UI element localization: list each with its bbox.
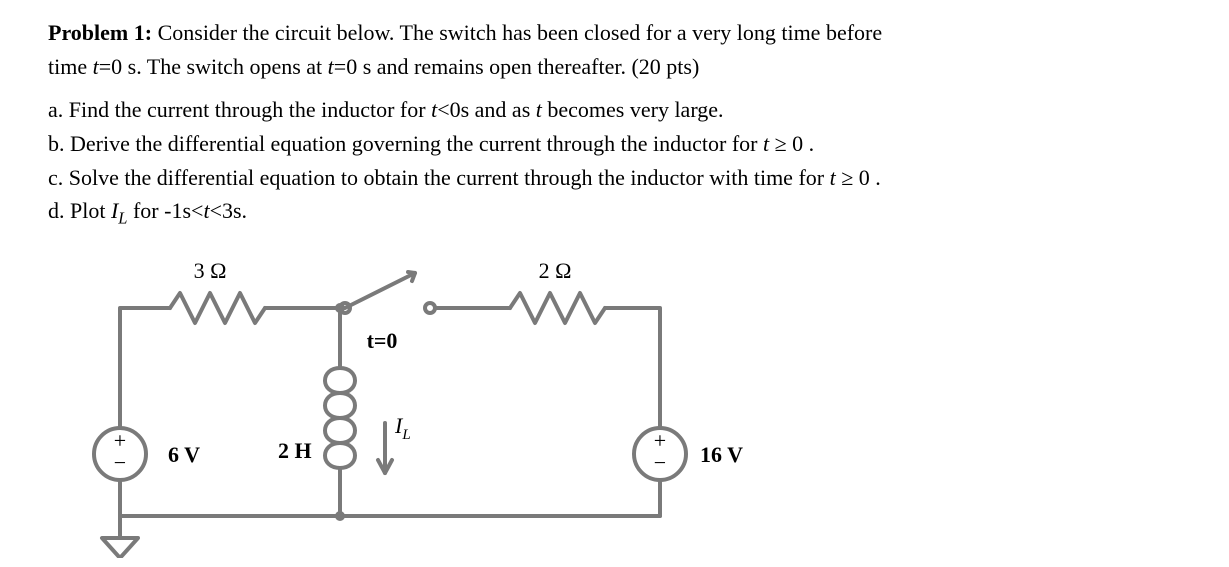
part-c: c. Solve the differential equation to ob… (48, 163, 1181, 193)
v2-minus: − (654, 450, 666, 475)
a-mid: <0s and as (437, 97, 536, 122)
intro-text-a: Consider the circuit below. The switch h… (152, 20, 882, 45)
v2-label: 16 V (700, 442, 743, 467)
a-post: becomes very large. (542, 97, 724, 122)
d-mid: for -1s< (127, 198, 203, 223)
page: Problem 1: Consider the circuit below. T… (0, 0, 1229, 567)
r1-label: 3 Ω (194, 258, 227, 283)
spacer (48, 85, 1181, 95)
b-pre: b. Derive the differential equation gove… (48, 131, 763, 156)
v1-label: 6 V (168, 442, 200, 467)
d-pre: d. Plot (48, 198, 111, 223)
b-post: ≥ 0 . (769, 131, 814, 156)
intro-b-pre: time (48, 54, 93, 79)
problem-intro-line2: time t=0 s. The switch opens at t=0 s an… (48, 52, 1181, 82)
problem-label: Problem 1: (48, 20, 152, 45)
intro-b-post: =0 s and remains open thereafter. (20 pt… (334, 54, 700, 79)
L-label: 2 H (278, 438, 312, 463)
part-d: d. Plot IL for -1s<t<3s. (48, 196, 1181, 230)
part-a: a. Find the current through the inductor… (48, 95, 1181, 125)
intro-b-mid: =0 s. The switch opens at (99, 54, 328, 79)
IL-label: IL (394, 413, 411, 443)
c-pre: c. Solve the differential equation to ob… (48, 165, 830, 190)
problem-intro-line1: Problem 1: Consider the circuit below. T… (48, 18, 1181, 48)
t0-label: t=0 (367, 328, 398, 353)
circuit-svg: 3 Ω 2 Ω t=0 + − 6 V + − 16 V 2 H IL (60, 258, 780, 558)
c-post: ≥ 0 . (836, 165, 881, 190)
r2-label: 2 Ω (539, 258, 572, 283)
v1-minus: − (114, 450, 126, 475)
a-pre: a. Find the current through the inductor… (48, 97, 431, 122)
d-post: <3s. (210, 198, 247, 223)
circuit-diagram: 3 Ω 2 Ω t=0 + − 6 V + − 16 V 2 H IL (60, 258, 780, 558)
part-b: b. Derive the differential equation gove… (48, 129, 1181, 159)
